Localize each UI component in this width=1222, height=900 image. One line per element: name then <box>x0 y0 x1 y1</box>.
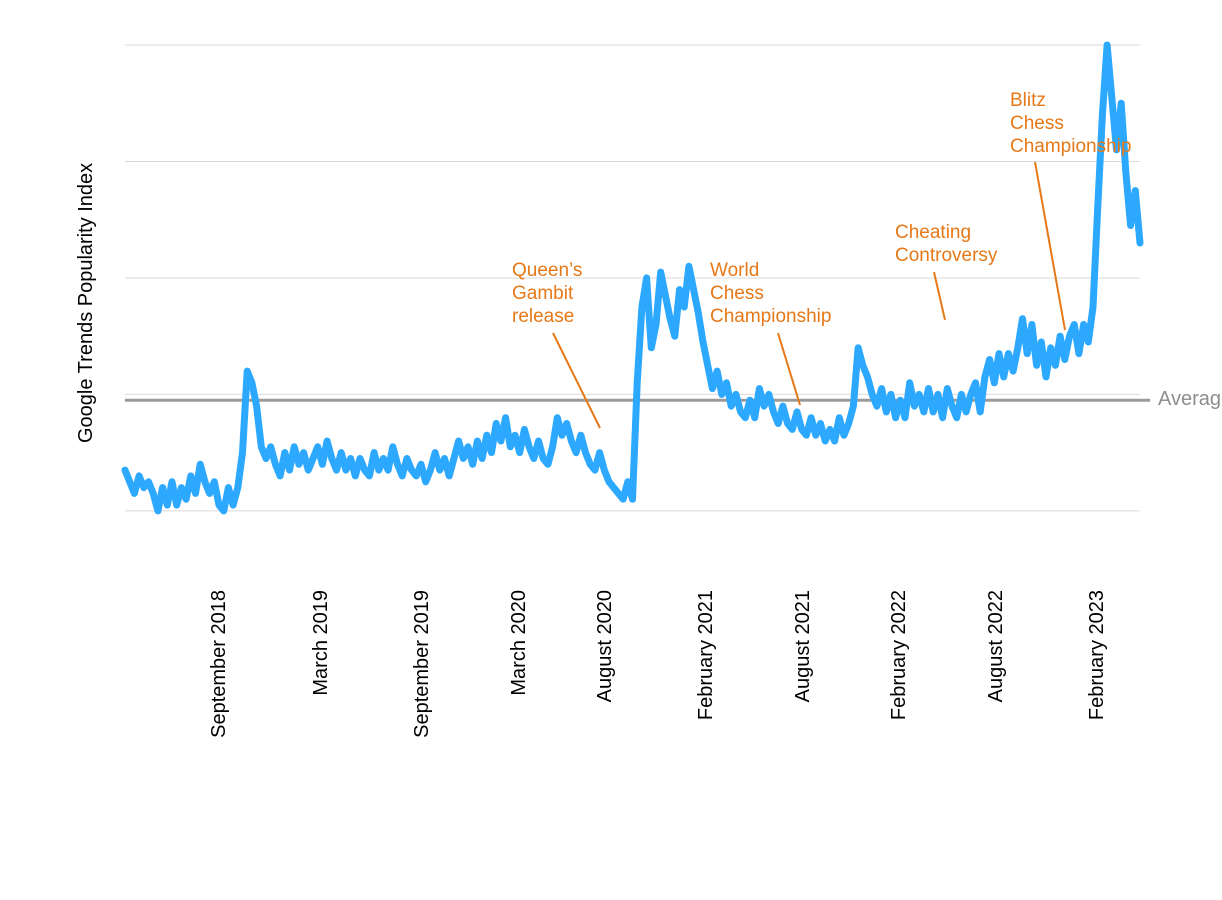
x-axis-tick-label: February 2022 <box>888 590 911 890</box>
x-axis-tick-label: March 2019 <box>310 590 333 890</box>
x-axis-tick-label: September 2019 <box>411 590 434 890</box>
chart-annotation-label: WorldChessChampionship <box>710 260 831 328</box>
trends-chart: Google Trends Popularity Index September… <box>0 0 1222 900</box>
chart-annotation-label: Queen’sGambitrelease <box>512 260 582 328</box>
x-axis-tick-label: September 2018 <box>208 590 231 890</box>
x-axis-tick-label: March 2020 <box>508 590 531 890</box>
x-axis-tick-label: August 2022 <box>985 590 1008 890</box>
x-axis-tick-label: February 2023 <box>1086 590 1109 890</box>
x-axis-tick-label: August 2021 <box>792 590 815 890</box>
chart-annotation-label: BlitzChessChampionship <box>1010 90 1131 158</box>
chart-annotation-label: CheatingControversy <box>895 222 997 268</box>
x-axis-tick-label: August 2020 <box>594 590 617 890</box>
y-axis-label: Google Trends Popularity Index <box>75 162 98 442</box>
x-axis-tick-label: February 2021 <box>695 590 718 890</box>
average-label: Average <box>1158 388 1222 411</box>
